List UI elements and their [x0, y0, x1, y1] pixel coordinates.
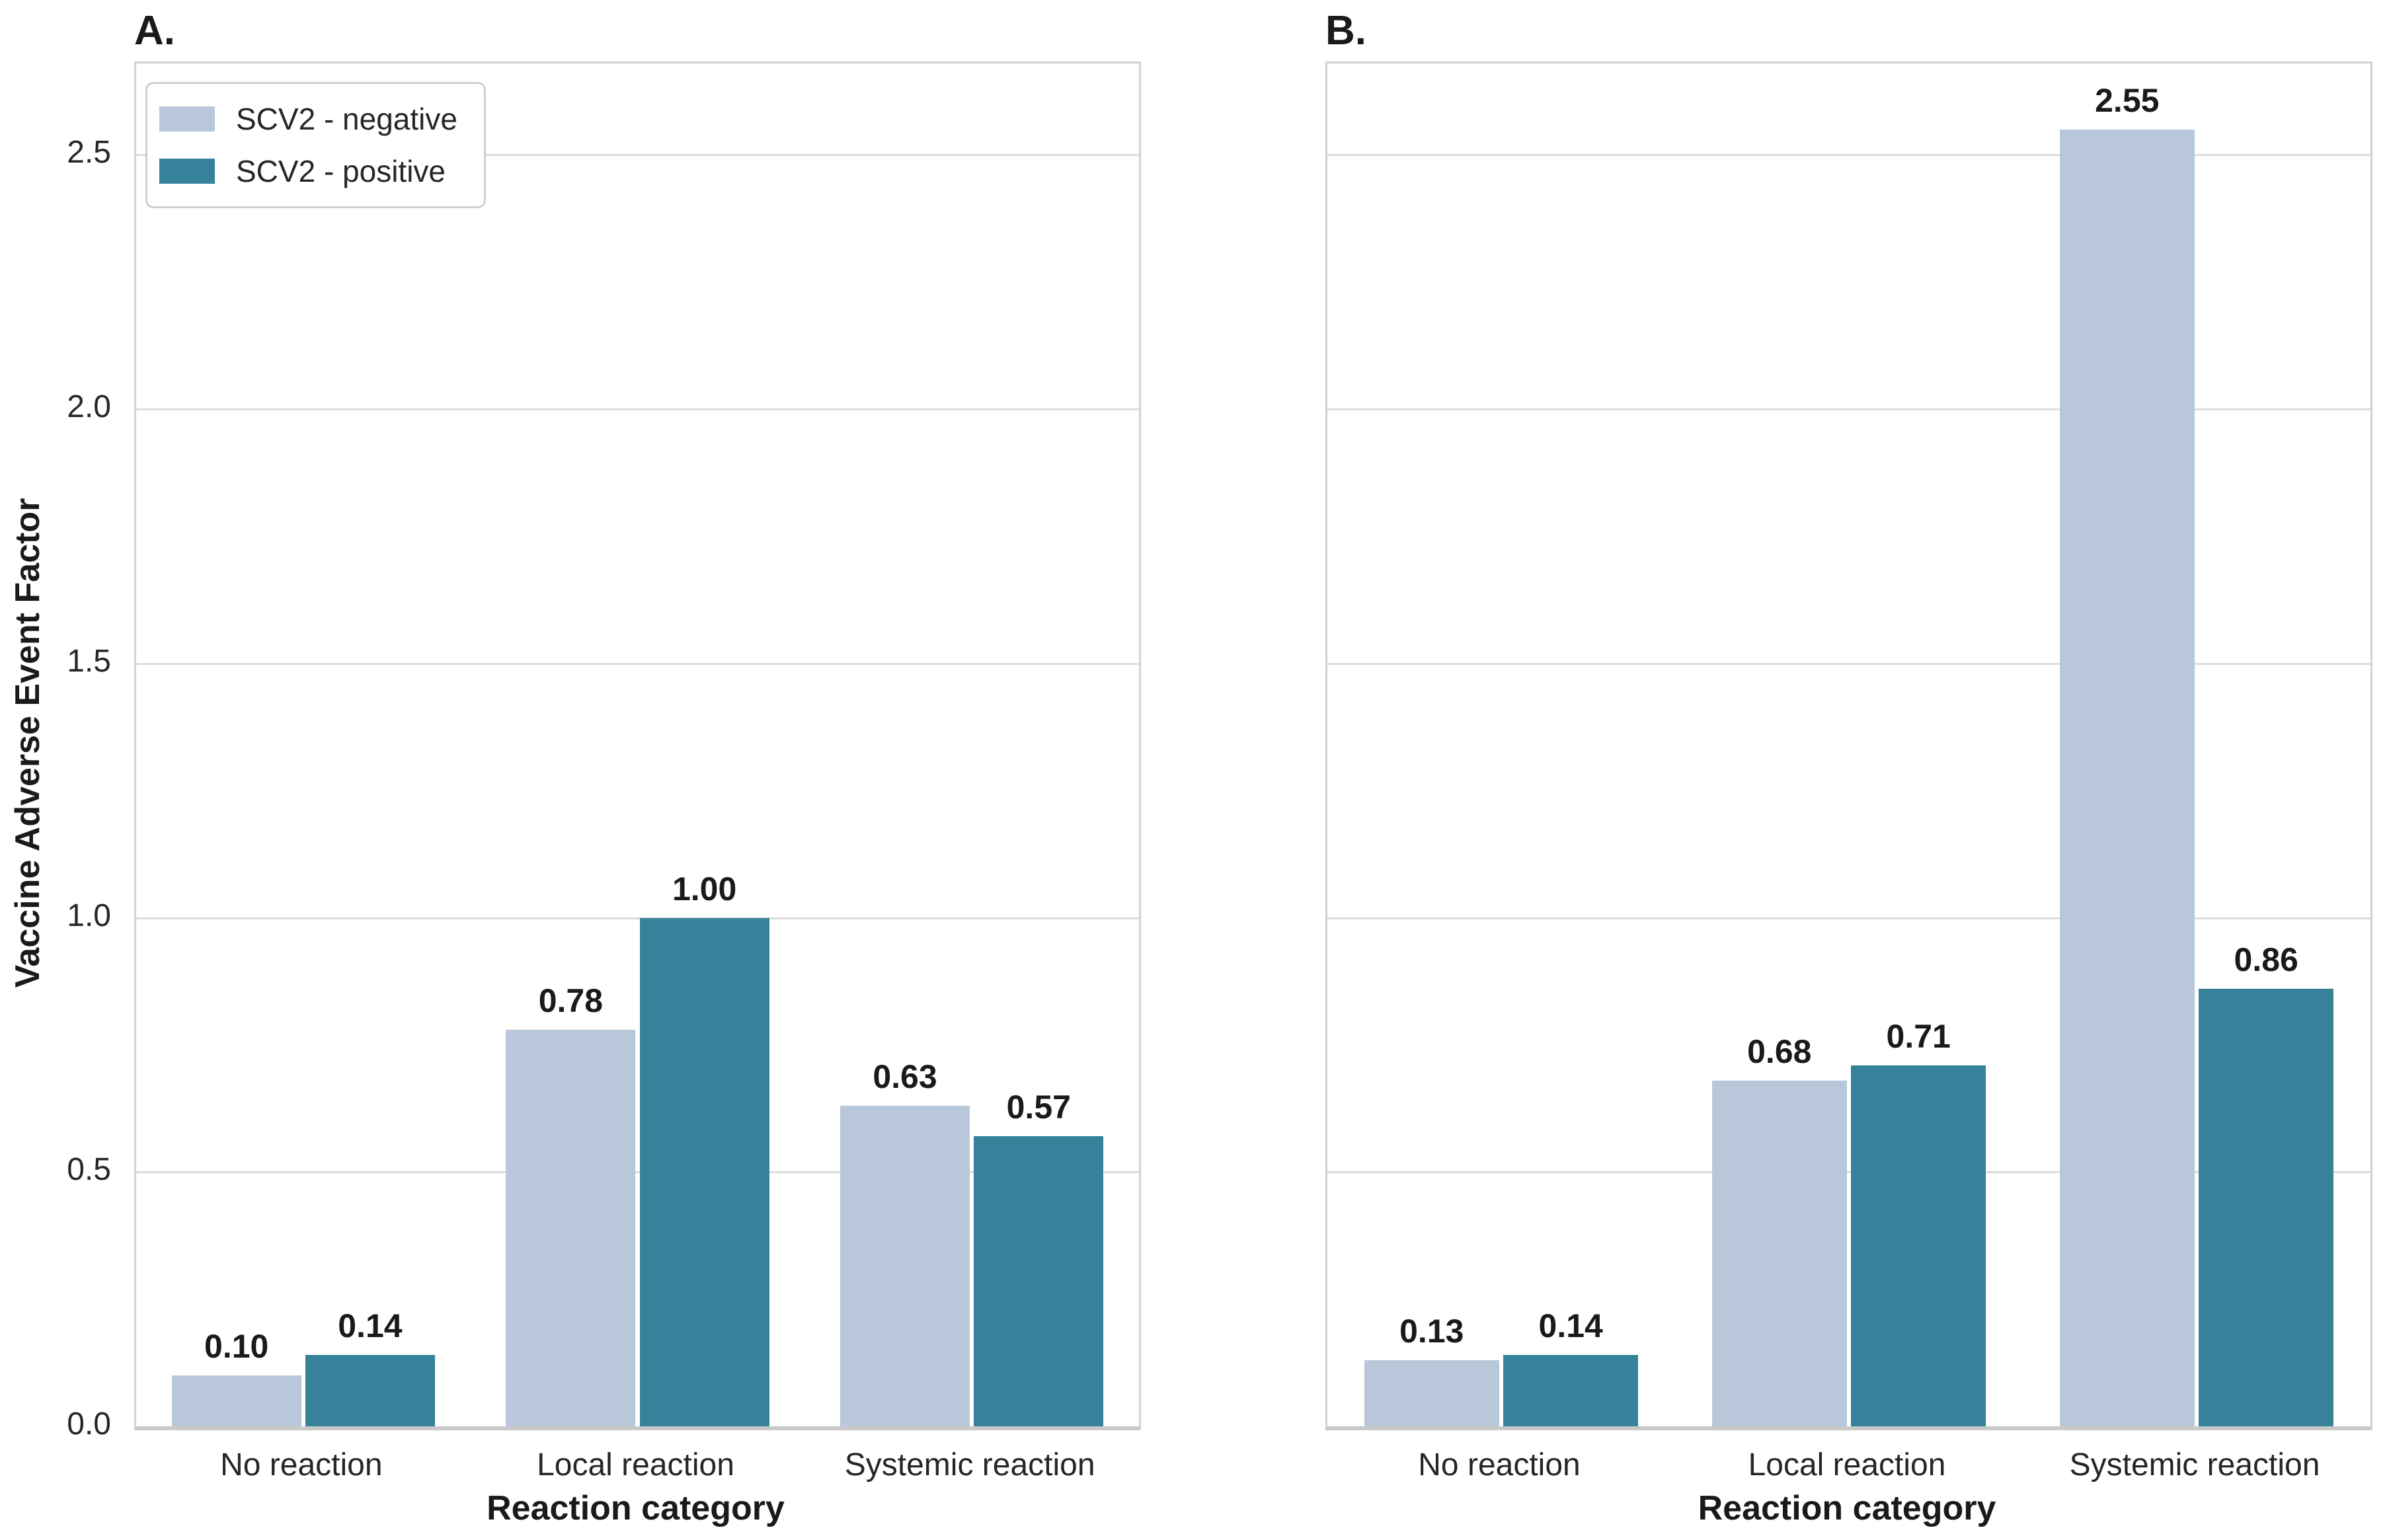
legend-label-negative: SCV2 - negative [236, 102, 457, 136]
x-axis-title-panel-b: Reaction category [1698, 1489, 1996, 1527]
gridline [1327, 662, 2370, 665]
x-tick-label: Local reaction [537, 1447, 734, 1482]
bar-value-label: 0.14 [1538, 1307, 1603, 1345]
bar [2059, 130, 2195, 1426]
x-tick-label: Systemic reaction [2069, 1447, 2320, 1482]
bar-value-label: 2.55 [2095, 82, 2160, 120]
legend-label-positive: SCV2 - positive [236, 153, 446, 188]
bar-value-label: 0.57 [1006, 1089, 1071, 1126]
gridline [1327, 408, 2370, 411]
y-tick-label: 1.5 [67, 643, 111, 679]
panel-a-letter: A. [134, 8, 175, 54]
bar [974, 1136, 1104, 1426]
bar-value-label: 0.10 [204, 1328, 269, 1366]
bar [1851, 1065, 1986, 1426]
x-tick-label: Systemic reaction [844, 1447, 1095, 1482]
bar-value-label: 0.13 [1399, 1312, 1464, 1350]
bar [506, 1029, 636, 1426]
bar [2199, 989, 2334, 1426]
bar-value-label: 0.86 [2234, 941, 2298, 979]
panel-b-plot: 0.13 0.14 0.68 0.71 2.55 0.86 [1325, 61, 2372, 1430]
panel-a-plot: SCV2 - negative SCV2 - positive 0.10 0.14… [134, 61, 1141, 1430]
gridline [136, 1171, 1139, 1174]
x-tick-label: No reaction [220, 1447, 383, 1482]
panel-b-letter: B. [1325, 8, 1366, 54]
gridline [1327, 154, 2370, 157]
bar [840, 1106, 970, 1426]
gridline [1327, 917, 2370, 919]
bar-value-label: 0.68 [1747, 1032, 1812, 1070]
bar-value-label: 0.78 [538, 982, 604, 1019]
y-tick-label: 0.5 [67, 1152, 111, 1188]
bar [639, 917, 769, 1426]
legend-swatch-positive [159, 158, 215, 184]
legend-swatch-negative [159, 106, 215, 132]
x-tick-label: No reaction [1418, 1447, 1581, 1482]
y-tick-label: 2.0 [67, 389, 111, 425]
gridline [136, 917, 1139, 919]
bar [1711, 1080, 1847, 1426]
y-tick-label: 2.5 [67, 135, 111, 171]
bar-value-label: 1.00 [672, 870, 737, 907]
gridline [136, 154, 1139, 157]
bar [305, 1355, 436, 1426]
bar-value-label: 0.14 [338, 1307, 403, 1345]
x-tick-label: Local reaction [1748, 1447, 1946, 1482]
bar [171, 1375, 301, 1426]
legend-box: SCV2 - negative SCV2 - positive [145, 82, 486, 209]
legend-item-scv2-positive: SCV2 - positive [159, 153, 457, 188]
x-axis-title-panel-a: Reaction category [487, 1489, 785, 1527]
bar [1503, 1355, 1639, 1426]
gridline [1327, 1171, 2370, 1174]
bar-value-label: 0.63 [873, 1058, 937, 1096]
legend-item-scv2-negative: SCV2 - negative [159, 102, 457, 136]
y-tick-label: 0.0 [67, 1406, 111, 1442]
y-tick-label: 1.0 [67, 898, 111, 933]
gridline [136, 662, 1139, 665]
bar-value-label: 0.71 [1886, 1017, 1951, 1055]
bar [1364, 1360, 1499, 1426]
gridline [136, 408, 1139, 411]
